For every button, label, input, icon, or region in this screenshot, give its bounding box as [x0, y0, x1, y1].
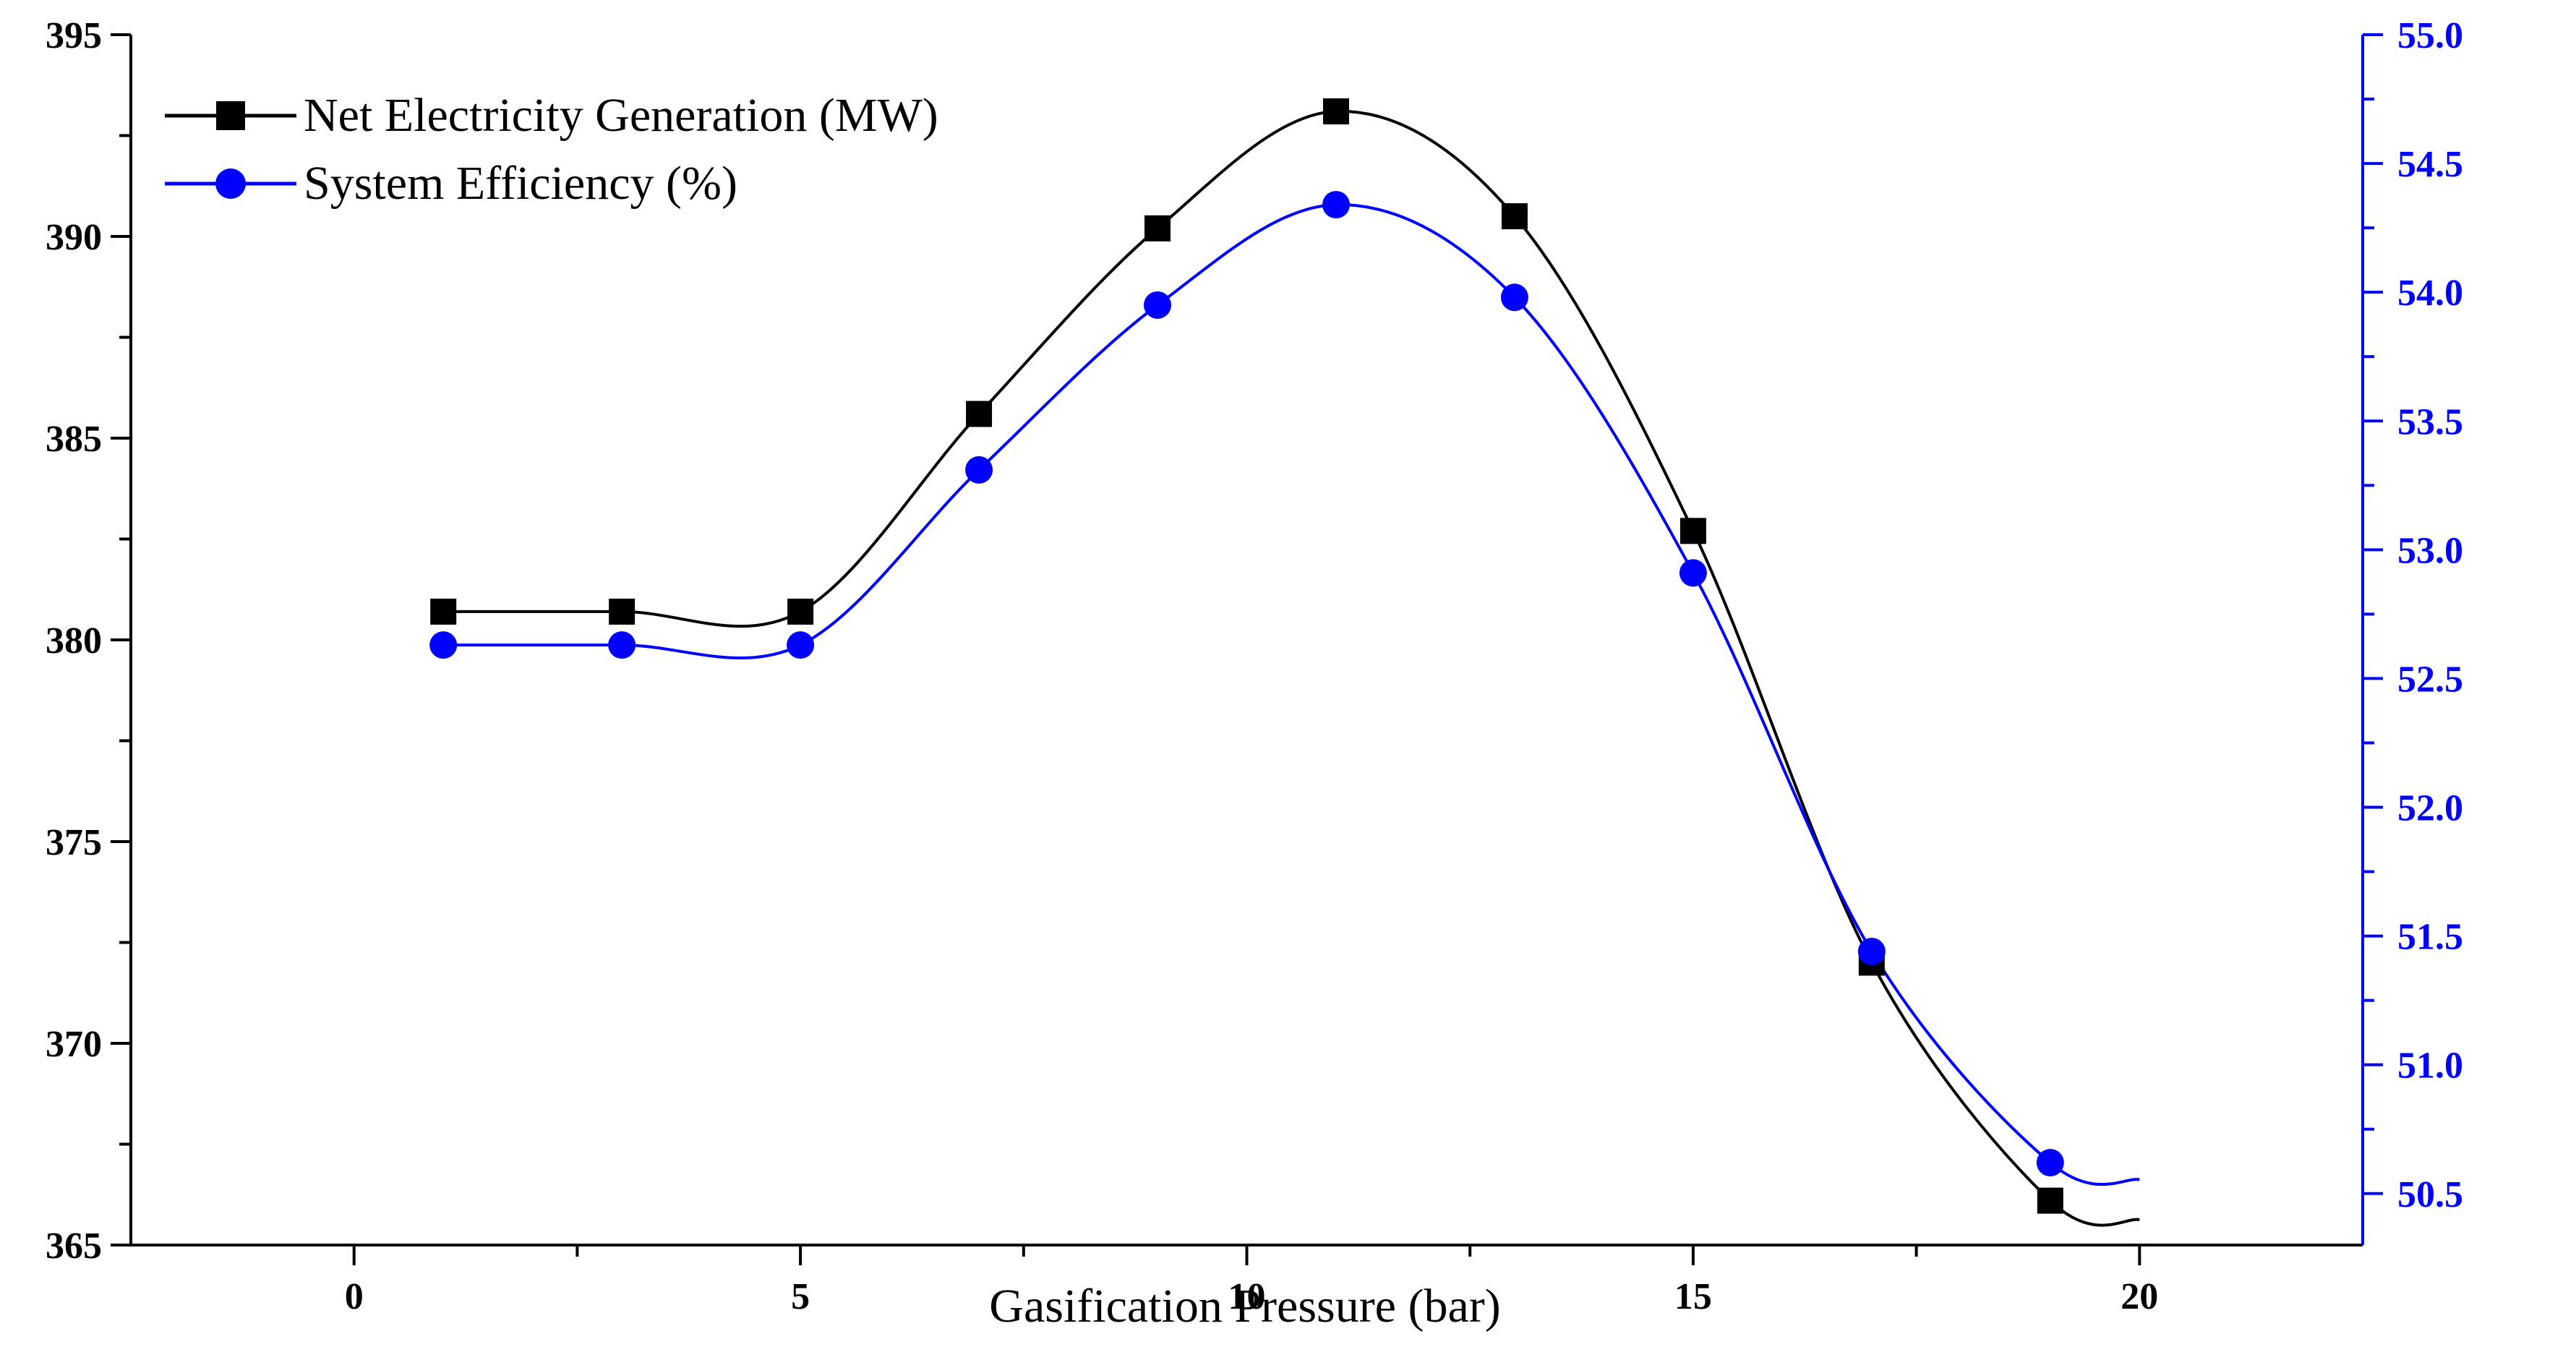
left-y-tick-label: 365	[46, 1226, 102, 1267]
point-net-electricity	[1679, 518, 1706, 544]
point-net-electricity	[966, 401, 993, 427]
x-tick-label: 10	[1228, 1276, 1266, 1317]
x-tick-label: 0	[345, 1276, 364, 1317]
legend-label-system-efficiency: System Efficiency (%)	[304, 157, 737, 210]
right-y-tick-label: 54.0	[2397, 273, 2463, 314]
point-system-efficiency	[1144, 291, 1172, 319]
axes-layer	[111, 33, 2383, 1265]
point-system-efficiency	[1500, 283, 1528, 312]
point-net-electricity	[787, 598, 814, 625]
curve-net-electricity	[443, 109, 2140, 1227]
left-y-tick-label: 385	[46, 419, 102, 460]
x-axis-title: Gasification Pressure (bar)	[989, 1280, 1500, 1333]
legend: Net Electricity Generation (MW) System E…	[165, 89, 938, 210]
left-y-tick-label: 395	[46, 15, 102, 56]
point-system-efficiency	[2036, 1149, 2064, 1177]
right-y-tick-label: 53.0	[2397, 530, 2463, 571]
right-y-tick-label: 50.5	[2397, 1174, 2463, 1215]
point-system-efficiency	[787, 631, 815, 659]
markers-layer	[429, 98, 2064, 1214]
point-system-efficiency	[1679, 559, 1707, 587]
curve-system-efficiency	[443, 203, 2140, 1186]
point-net-electricity	[1144, 215, 1171, 241]
legend-marker-system-efficiency	[215, 168, 246, 199]
left-y-tick-label: 375	[46, 822, 102, 863]
point-system-efficiency	[1857, 937, 1886, 965]
right-y-tick-label: 54.5	[2397, 144, 2463, 185]
curves-layer	[443, 109, 2140, 1227]
point-net-electricity	[430, 598, 457, 625]
right-y-tick-label: 53.5	[2397, 401, 2463, 442]
point-system-efficiency	[1322, 191, 1350, 219]
right-y-tick-label: 51.5	[2397, 917, 2463, 958]
legend-label-net-electricity: Net Electricity Generation (MW)	[304, 89, 938, 142]
x-tick-label: 20	[2121, 1276, 2158, 1317]
right-y-tick-label: 51.0	[2397, 1045, 2463, 1087]
point-net-electricity	[2037, 1187, 2063, 1214]
left-y-tick-label: 370	[46, 1024, 102, 1065]
x-tick-label: 15	[1674, 1276, 1712, 1317]
right-y-tick-label: 52.5	[2397, 659, 2463, 700]
legend-marker-net-electricity	[216, 101, 245, 130]
x-tick-label: 5	[791, 1276, 810, 1317]
left-y-tick-label: 390	[46, 217, 102, 258]
point-system-efficiency	[429, 631, 458, 659]
point-net-electricity	[1501, 203, 1528, 230]
point-system-efficiency	[608, 631, 636, 659]
left-y-tick-label: 380	[46, 620, 102, 662]
point-net-electricity	[1322, 98, 1349, 125]
point-system-efficiency	[965, 456, 993, 484]
point-net-electricity	[609, 598, 636, 625]
tick-labels-layer: 0 5 10 15 20 365 370 375 380 385 390 395 50.5 51.0 51.…	[46, 15, 2463, 1317]
right-y-tick-label: 52.0	[2397, 788, 2463, 829]
right-y-tick-label: 55.0	[2397, 15, 2463, 56]
